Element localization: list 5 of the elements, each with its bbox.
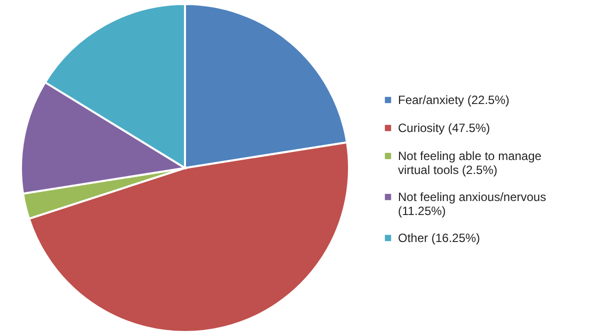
legend-label: Not feeling able to manage virtual tools (2.5%) — [398, 149, 542, 177]
legend-label: Other (16.25%) — [398, 231, 480, 245]
legend-label: Not feeling anxious/nervous (11.25%) — [398, 190, 546, 218]
legend-label: Fear/anxiety (22.5%) — [398, 93, 510, 107]
legend-label: Curiosity (47.5%) — [398, 121, 490, 135]
